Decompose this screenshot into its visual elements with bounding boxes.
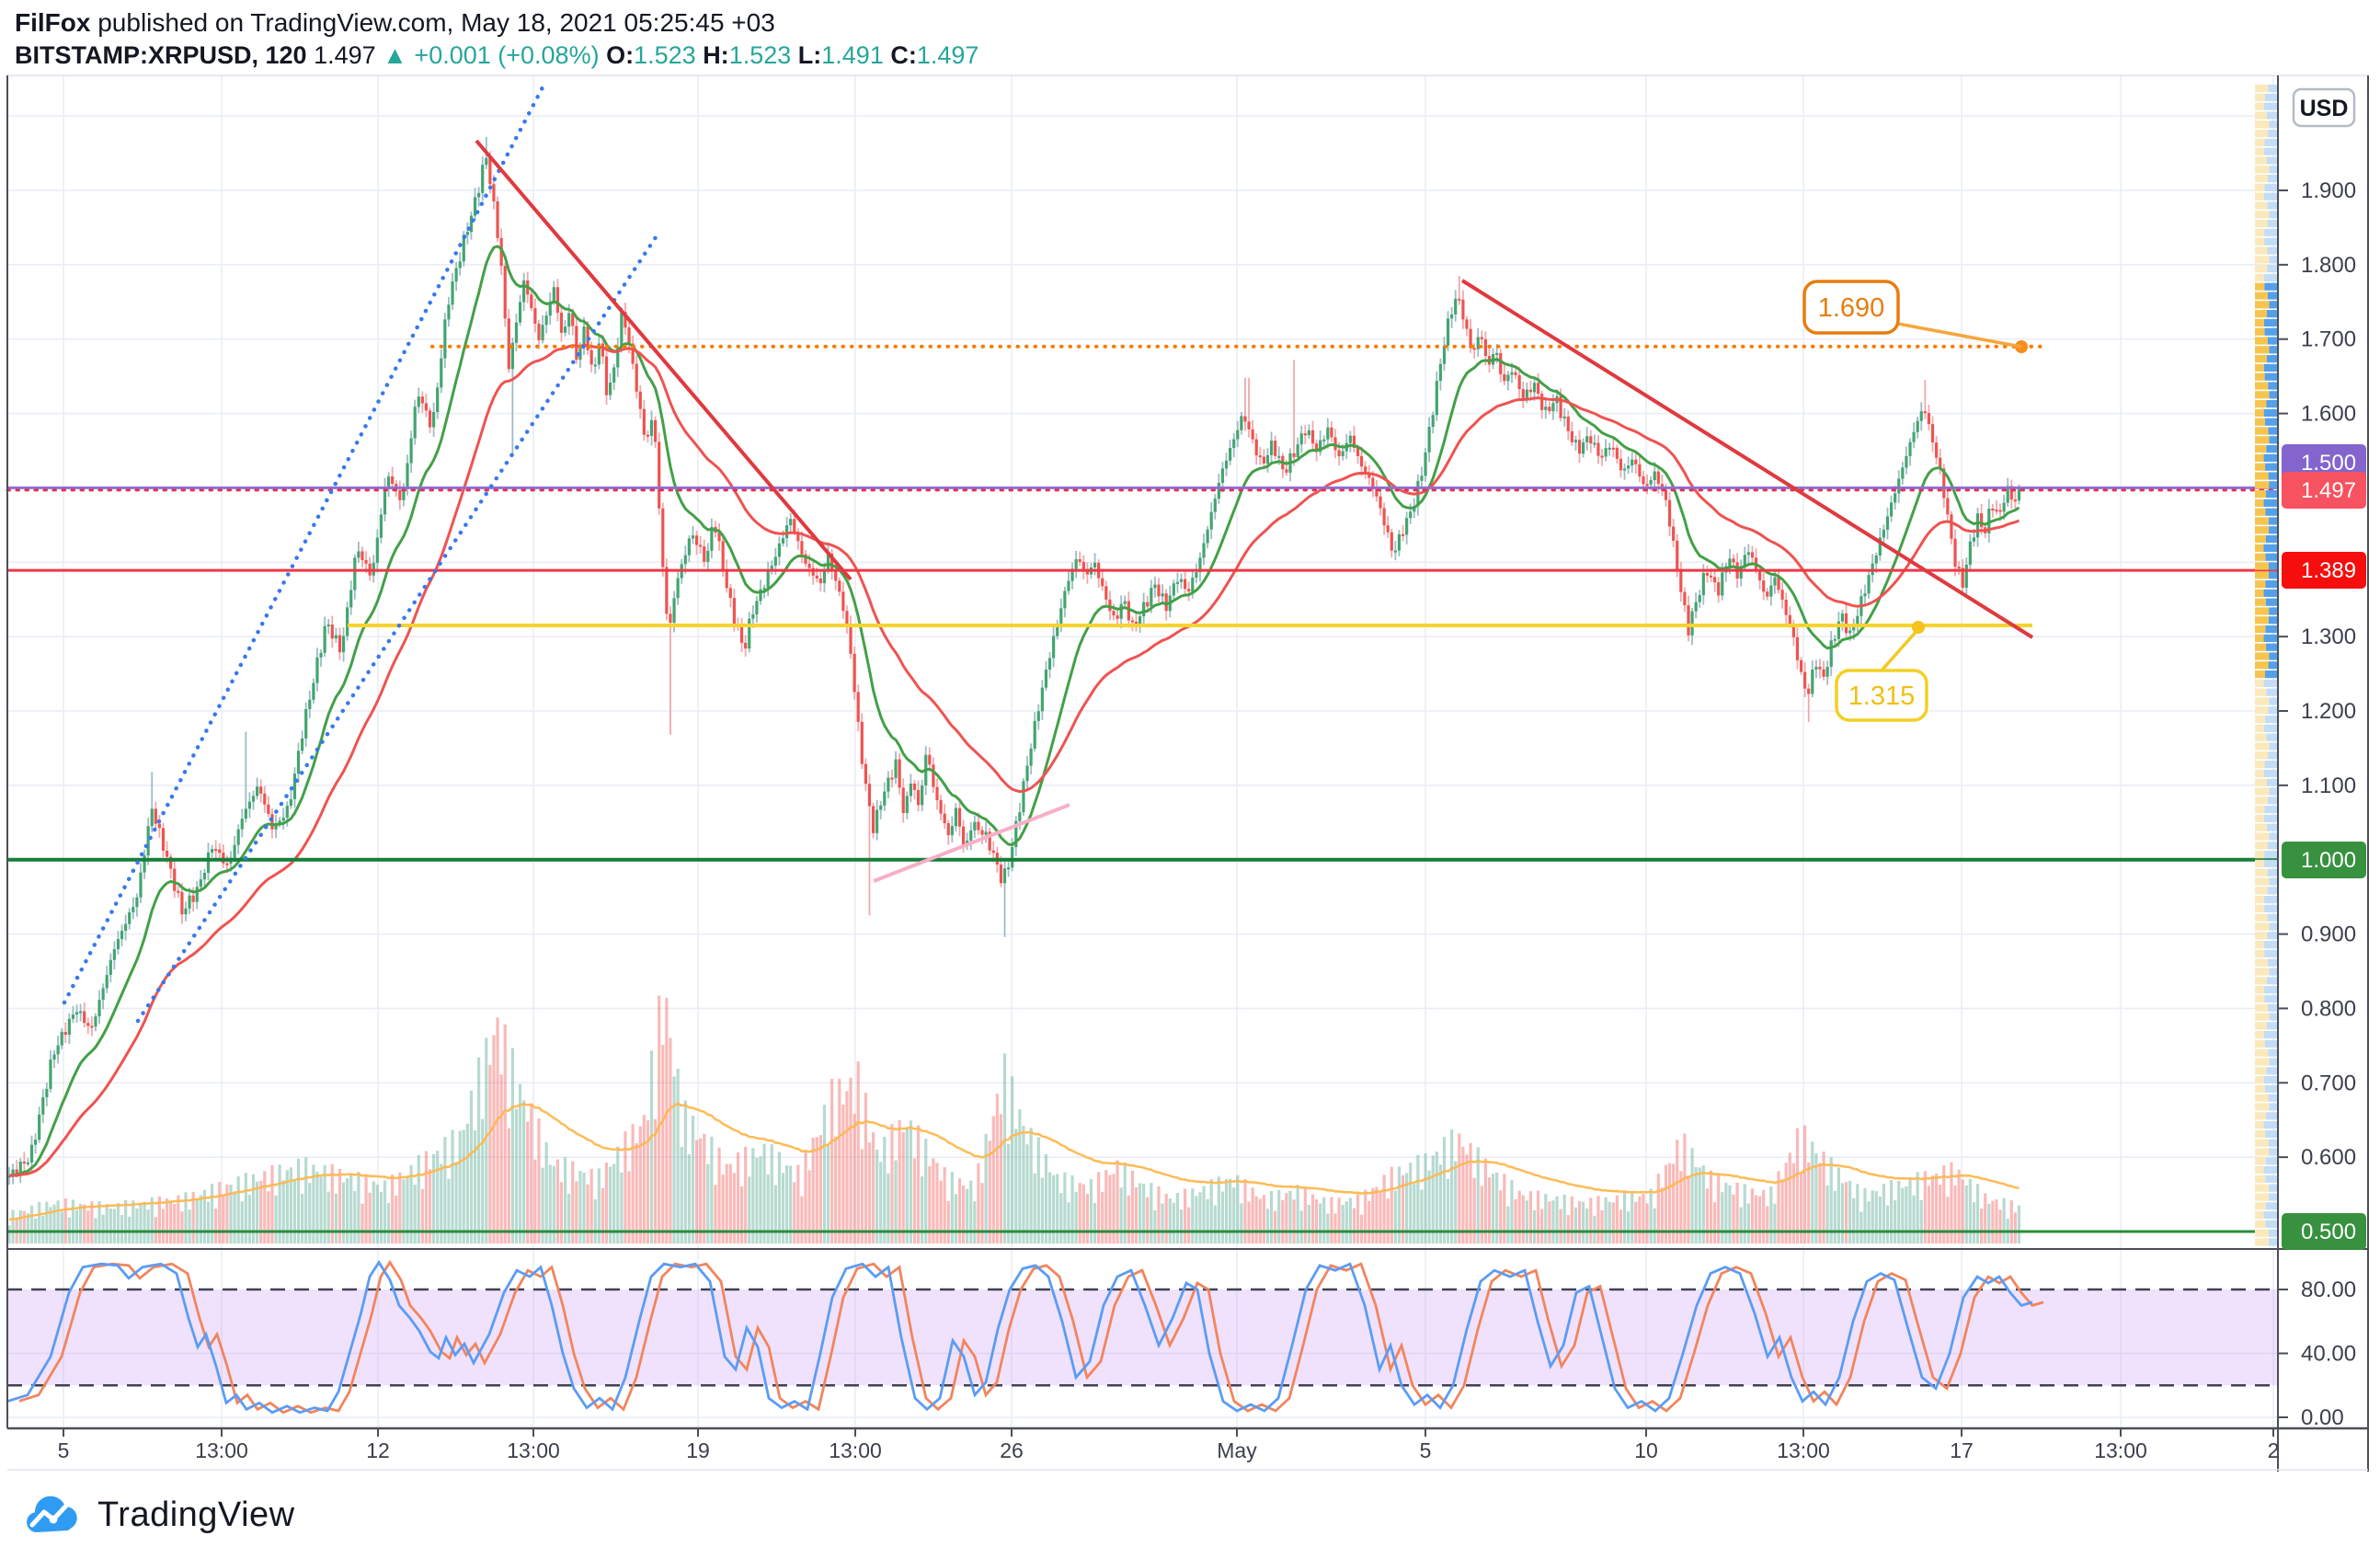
candle-bodies bbox=[8, 157, 2021, 1178]
oscillator-axis-label: 40.00 bbox=[2301, 1342, 2356, 1367]
price-axis-label: 0.800 bbox=[2301, 996, 2356, 1021]
volume-ma-line bbox=[8, 1102, 2020, 1221]
price-change: +0.001 (+0.08%) bbox=[414, 41, 600, 69]
callout-price-label: 1.315 bbox=[1848, 682, 1916, 711]
open-value: 1.523 bbox=[634, 41, 696, 69]
publish-info: published on TradingView.com, May 18, 20… bbox=[90, 8, 775, 37]
time-axis-label: 10 bbox=[1634, 1438, 1658, 1462]
chart-header: FilFox published on TradingView.com, May… bbox=[15, 7, 978, 71]
volume-profile bbox=[2255, 85, 2278, 1246]
price-axis-label: 1.100 bbox=[2301, 774, 2356, 798]
price-badge-label: 1.389 bbox=[2301, 558, 2356, 583]
price-badge bbox=[2282, 472, 2366, 509]
price-badge-label: 0.500 bbox=[2301, 1220, 2356, 1244]
last-price: 1.497 bbox=[314, 41, 376, 69]
ascending-channel-lower[interactable] bbox=[135, 232, 660, 1024]
stochastic-k-line[interactable] bbox=[7, 1259, 2033, 1415]
price-callout[interactable]: 1.315 bbox=[1835, 627, 1928, 722]
price-axis-label: 0.600 bbox=[2301, 1145, 2356, 1170]
symbol-title[interactable]: BITSTAMP:XRPUSD, 120 bbox=[15, 41, 307, 69]
time-axis-label: May bbox=[1217, 1438, 1257, 1462]
price-badge bbox=[2282, 1213, 2366, 1250]
descending-trendline-may[interactable] bbox=[1460, 279, 2034, 639]
price-axis-label: 1.600 bbox=[2301, 402, 2356, 427]
time-axis[interactable]: 5 13:00 12 13:00 19 13:00 26 May 5 10 13:00 17 13:00… bbox=[58, 1428, 2280, 1462]
volume-bars bbox=[8, 995, 2021, 1243]
price-badge-label: 1.000 bbox=[2301, 848, 2356, 873]
trendlines bbox=[62, 85, 2034, 1024]
price-axis-label: 1.800 bbox=[2301, 253, 2356, 278]
price-badge-label: 1.500 bbox=[2301, 451, 2356, 476]
time-axis-label: 2 bbox=[2268, 1438, 2280, 1462]
stochastic-d-line[interactable] bbox=[18, 1259, 2044, 1415]
time-axis-label: 26 bbox=[1000, 1438, 1024, 1462]
low-value: 1.491 bbox=[821, 41, 884, 69]
price-badge-label: 1.497 bbox=[2301, 478, 2356, 503]
publish-line: FilFox published on TradingView.com, May… bbox=[15, 7, 978, 39]
price-badge bbox=[2282, 552, 2366, 589]
price-callout[interactable]: 1.690 bbox=[1802, 280, 2022, 349]
low-label: L: bbox=[797, 41, 822, 69]
time-axis-label: 12 bbox=[366, 1438, 390, 1462]
open-label: O: bbox=[606, 41, 635, 69]
tradingview-logo[interactable]: TradingView bbox=[24, 1494, 295, 1536]
time-axis-label: 5 bbox=[58, 1438, 70, 1462]
tradingview-logo-text: TradingView bbox=[97, 1495, 295, 1534]
author-name: FilFox bbox=[15, 8, 91, 37]
time-axis-label: 17 bbox=[1950, 1438, 1974, 1462]
minor-ascending-pink[interactable] bbox=[873, 803, 1070, 883]
price-axis-label: 1.200 bbox=[2301, 699, 2356, 724]
price-axis-label: 1.900 bbox=[2301, 178, 2356, 203]
time-axis-label: 13:00 bbox=[195, 1438, 248, 1462]
change-arrow-icon: ▲ bbox=[383, 41, 407, 69]
time-axis-label: 13:00 bbox=[2094, 1438, 2147, 1462]
horizontal-levels bbox=[6, 344, 2280, 1233]
ma-fast-line[interactable] bbox=[8, 245, 2020, 1177]
price-axis-label: 1.300 bbox=[2301, 625, 2356, 649]
price-axis-label: 0.700 bbox=[2301, 1071, 2356, 1095]
price-axis[interactable]: 1.900 1.800 1.700 1.600 1.300 1.200 1.100 0.900… bbox=[2278, 178, 2366, 1430]
high-label: H: bbox=[703, 41, 729, 69]
price-badge bbox=[2282, 842, 2366, 878]
tradingview-cloud-icon bbox=[27, 1495, 77, 1532]
price-axis-label: 0.900 bbox=[2301, 922, 2356, 947]
time-axis-label: 13:00 bbox=[1777, 1438, 1830, 1462]
symbol-line: BITSTAMP:XRPUSD, 120 1.497 ▲ +0.001 (+0.… bbox=[15, 40, 978, 71]
time-axis-label: 13:00 bbox=[507, 1438, 560, 1462]
high-value: 1.523 bbox=[728, 41, 792, 69]
descending-trendline-april[interactable] bbox=[475, 139, 852, 581]
oscillator-axis-label: 80.00 bbox=[2301, 1278, 2356, 1302]
close-value: 1.497 bbox=[916, 41, 979, 69]
oscillator-band bbox=[7, 1289, 2278, 1386]
candle-wicks bbox=[8, 136, 2020, 1186]
time-axis-label: 13:00 bbox=[829, 1438, 882, 1462]
ma-slow-line[interactable] bbox=[8, 343, 2020, 1177]
oscillator-axis-label: 0.00 bbox=[2301, 1405, 2344, 1430]
close-label: C: bbox=[890, 41, 917, 69]
currency-label: USD bbox=[2300, 96, 2349, 121]
price-axis-label: 1.700 bbox=[2301, 327, 2356, 352]
time-axis-label: 19 bbox=[686, 1438, 710, 1462]
currency-toggle[interactable]: USD bbox=[2292, 87, 2356, 128]
callout-price-label: 1.690 bbox=[1818, 293, 1885, 323]
time-axis-label: 5 bbox=[1420, 1438, 1432, 1462]
